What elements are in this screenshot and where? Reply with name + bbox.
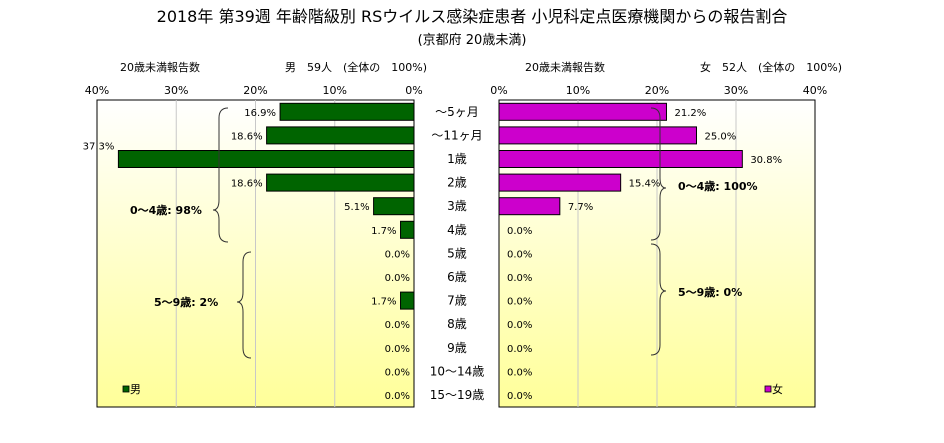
right-tick-label: 30% <box>724 84 748 97</box>
right-bar <box>498 102 667 121</box>
right-legend-swatch <box>764 385 772 393</box>
right-tick-labels: 0% 10% 20% 30% 40% <box>490 84 827 97</box>
category-label: 6歳 <box>447 270 467 284</box>
right-tick-label: 0% <box>490 84 507 97</box>
chart-subtitle: (京都府 20歳未満) <box>418 33 527 48</box>
left-data-label: 5.1% <box>344 202 369 213</box>
left-bar <box>400 291 415 310</box>
left-data-label: 0.0% <box>385 367 410 378</box>
right-header-total-label: 女 52人 (全体の 100%) <box>700 60 842 74</box>
left-tick-label: 10% <box>323 84 347 97</box>
left-data-label: 0.0% <box>385 320 410 331</box>
right-data-labels: 21.2% 25.0% 30.8% 15.4% 7.7% 0.0% 0.0% 0.0% 0.0%… <box>507 108 782 402</box>
left-bracket-5-9 <box>236 251 252 359</box>
right-bracket-0-4 <box>650 107 667 241</box>
category-label: 2歳 <box>447 176 467 190</box>
right-data-label: 0.0% <box>507 367 532 378</box>
right-data-label: 15.4% <box>629 179 661 190</box>
right-bars <box>498 102 743 216</box>
category-labels: ～5ヶ月 ～11ヶ月 1歳 2歳 3歳 4歳 5歳 6歳 7歳 8歳 9歳 10～14歳 15～19歳 <box>430 105 485 402</box>
category-label: 4歳 <box>447 223 467 237</box>
category-label: 9歳 <box>447 341 467 355</box>
left-bar <box>266 126 415 145</box>
right-data-label: 0.0% <box>507 226 532 237</box>
left-bar <box>117 150 415 168</box>
left-header-count-label: 20歳未満報告数 <box>120 61 200 74</box>
left-legend-swatch <box>122 385 130 393</box>
left-data-label: 16.9% <box>244 108 276 119</box>
right-data-label: 0.0% <box>507 344 532 355</box>
right-bracket-5-9 <box>650 243 667 356</box>
chart-title: 2018年 第39週 年齢階級別 RSウイルス感染症患者 小児科定点医療機関から… <box>157 7 788 26</box>
right-data-label: 25.0% <box>705 131 737 142</box>
left-data-label: 0.0% <box>385 391 410 402</box>
left-legend-label: 男 <box>130 383 141 396</box>
left-bar <box>400 220 415 239</box>
left-data-label: 1.7% <box>371 226 396 237</box>
right-data-label: 30.8% <box>750 155 782 166</box>
left-bracket-label-0-4: 0～4歳: 98% <box>130 203 202 217</box>
category-label: 8歳 <box>447 317 467 331</box>
right-tick-label: 20% <box>645 84 669 97</box>
right-tick-label: 40% <box>803 84 827 97</box>
left-bracket-0-4 <box>212 107 229 243</box>
left-data-label: 0.0% <box>385 273 410 284</box>
left-tick-label: 0% <box>405 84 422 97</box>
right-data-label: 0.0% <box>507 391 532 402</box>
left-data-label: 37.3% <box>83 142 115 153</box>
right-bar <box>498 126 697 145</box>
left-data-label: 1.7% <box>371 297 396 308</box>
right-data-label: 0.0% <box>507 273 532 284</box>
right-data-label: 21.2% <box>674 108 706 119</box>
category-label: 10～14歳 <box>430 364 485 378</box>
right-bracket-label-0-4: 0～4歳: 100% <box>678 179 758 193</box>
left-tick-label: 40% <box>85 84 109 97</box>
category-label: 3歳 <box>447 199 467 213</box>
right-data-label: 0.0% <box>507 297 532 308</box>
left-bracket-label-5-9: 5～9歳: 2% <box>154 295 218 309</box>
right-data-label: 0.0% <box>507 320 532 331</box>
left-data-label: 18.6% <box>231 179 263 190</box>
left-bar <box>373 197 415 216</box>
category-label: ～11ヶ月 <box>431 128 482 142</box>
category-label: 1歳 <box>447 152 467 166</box>
left-bar <box>266 173 415 192</box>
left-bar <box>279 102 415 121</box>
right-bar <box>498 173 622 192</box>
left-tick-label: 30% <box>164 84 188 97</box>
left-tick-labels: 0% 10% 20% 30% 40% <box>85 84 423 97</box>
category-label: 15～19歳 <box>430 388 485 402</box>
left-data-label: 18.6% <box>231 131 263 142</box>
left-data-label: 0.0% <box>385 249 410 260</box>
left-tick-label: 20% <box>243 84 267 97</box>
left-header-total-label: 男 59人 (全体の 100%) <box>285 60 427 74</box>
left-data-labels: 16.9% 18.6% 37.3% 18.6% 5.1% 1.7% 0.0% 0.0% 1.7%… <box>83 108 410 402</box>
right-bracket-label-5-9: 5～9歳: 0% <box>678 285 742 299</box>
right-header-count-label: 20歳未満報告数 <box>525 61 605 74</box>
category-label: 5歳 <box>447 246 467 260</box>
left-bars <box>117 102 415 310</box>
right-data-label: 0.0% <box>507 249 532 260</box>
right-bar <box>498 150 743 168</box>
right-bar <box>498 197 561 216</box>
right-tick-label: 10% <box>566 84 590 97</box>
left-data-label: 0.0% <box>385 344 410 355</box>
right-legend-label: 女 <box>772 382 783 396</box>
right-data-label: 7.7% <box>568 202 593 213</box>
category-label: ～5ヶ月 <box>435 105 479 119</box>
category-label: 7歳 <box>447 294 467 308</box>
